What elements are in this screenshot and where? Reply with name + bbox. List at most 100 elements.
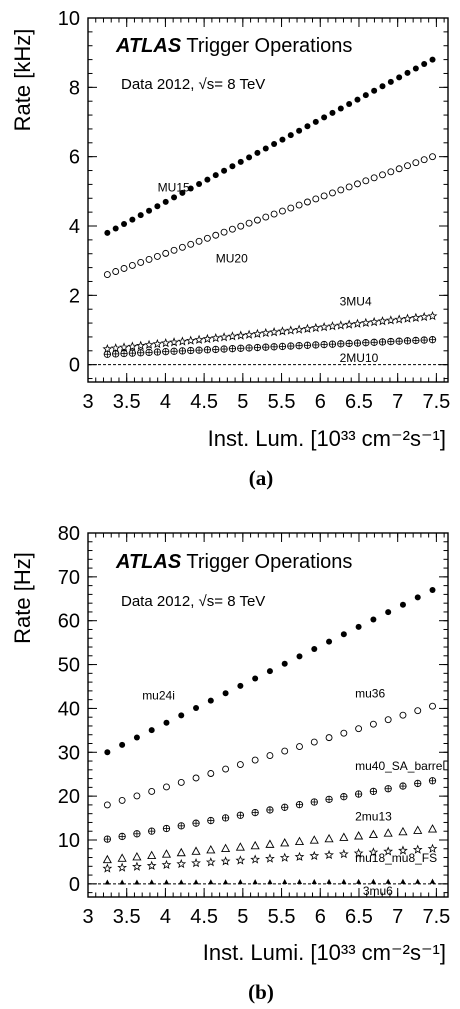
- x-tick-label: 7.5: [422, 906, 450, 928]
- mu36-point-18: [369, 720, 377, 728]
- MU15-point-14: [221, 167, 228, 174]
- 3mu6-point-20: [400, 878, 406, 884]
- 3MU4-point-10: [185, 335, 196, 345]
- mu18_mu8_FS-point-3: [146, 860, 157, 870]
- MU20-point-2: [120, 265, 128, 272]
- series-label-mu40_SA_barrel: mu40_SA_barrel: [355, 759, 445, 773]
- MU20-point-10: [187, 240, 195, 248]
- x-tick-label: 3.5: [113, 906, 141, 928]
- y-tick-label: 80: [58, 523, 80, 545]
- 2MU10-point-27: [328, 340, 337, 348]
- mu18_mu8_FS-point-13: [294, 851, 305, 861]
- mu18_mu8_FS-point-8: [220, 856, 231, 866]
- 3MU4-point-30: [352, 318, 363, 328]
- 3mu6-point-4: [163, 879, 170, 885]
- mu24i-point-15: [326, 638, 333, 645]
- x-axis-label-a: Inst. Lum. [10³³ cm⁻²s⁻¹]: [208, 426, 446, 451]
- 3MU4-point-14: [219, 332, 229, 342]
- y-tick-label: 70: [58, 567, 80, 589]
- series-label-mu18_mu8_FS: mu18_mu8_FS: [355, 851, 437, 865]
- 2mu13-point-14: [309, 835, 319, 844]
- mu18_mu8_FS-point-12: [279, 852, 290, 862]
- y-tick-label: 2: [69, 285, 80, 307]
- 2mu13-point-18: [368, 829, 378, 839]
- x-axis-label-b: Inst. Lumi. [10³³ cm⁻²s⁻¹]: [203, 940, 446, 965]
- mu40_SA_barrel-point-8: [221, 814, 230, 822]
- 2mu13-point-7: [206, 845, 216, 854]
- MU15-point-29: [346, 101, 353, 108]
- y-tick-label: 0: [69, 874, 80, 896]
- 3mu6-point-9: [237, 879, 243, 885]
- mu36-point-14: [310, 738, 318, 746]
- 3MU4-point-38: [419, 311, 430, 322]
- 3mu6-point-6: [193, 879, 199, 885]
- mu18_mu8_FS-point-6: [191, 857, 201, 868]
- MU15-point-4: [137, 212, 144, 219]
- x-tick-label: 7.5: [422, 391, 450, 413]
- MU15-point-15: [229, 163, 236, 170]
- MU20-point-3: [128, 262, 136, 269]
- MU15-point-19: [262, 145, 269, 152]
- MU15-point-23: [296, 127, 303, 134]
- mu36-point-12: [281, 747, 289, 755]
- 2mu13-point-4: [161, 849, 172, 858]
- MU15-point-30: [354, 96, 361, 103]
- mu40_SA_barrel-point-20: [399, 782, 407, 790]
- y-tick-label: 4: [69, 216, 80, 238]
- mu36-point-16: [340, 729, 348, 737]
- MU15-point-20: [271, 141, 278, 148]
- MU15-point-24: [304, 123, 311, 130]
- MU15-point-16: [237, 158, 244, 165]
- MU15-point-25: [312, 118, 319, 125]
- 2MU10-point-22: [287, 342, 295, 350]
- MU20-point-29: [345, 183, 353, 191]
- 3mu6-point-14: [311, 878, 317, 884]
- mu24i-point-10: [252, 675, 259, 682]
- MU20-point-13: [212, 231, 220, 239]
- MU20-point-38: [420, 156, 428, 164]
- mu18_mu8_FS-point-4: [161, 859, 172, 870]
- mu40_SA_barrel-point-11: [266, 806, 274, 814]
- x-tick-label: 3: [82, 391, 93, 413]
- 3MU4-point-9: [177, 336, 188, 346]
- mu36-point-15: [325, 734, 333, 742]
- 3mu6-point-18: [370, 878, 376, 884]
- series-labels-b: mu24i mu36 mu40_SA_barrel 2mu13 mu18_mu8_FS 3…: [142, 686, 445, 897]
- MU15-point-37: [412, 65, 419, 72]
- x-tick-label: 7: [392, 906, 403, 928]
- mu24i-point-18: [370, 616, 377, 623]
- 2MU10-point-34: [387, 337, 395, 346]
- mu18_mu8_FS-point-18: [368, 847, 379, 857]
- mu40_SA_barrel-point-4: [162, 824, 171, 833]
- panel-label-a: (a): [249, 466, 274, 490]
- mu36-point-20: [399, 711, 407, 719]
- MU20-point-8: [170, 246, 178, 254]
- 3mu6-point-19: [385, 878, 391, 884]
- chart-title-a: ATLAS Trigger Operations: [115, 35, 352, 57]
- 3MU4-point-26: [319, 321, 329, 332]
- series-mu18_mu8_FS: [102, 843, 438, 873]
- 3MU4-point-20: [269, 327, 279, 337]
- mu18_mu8_FS-point-16: [338, 849, 349, 859]
- mu18_mu8_FS-point-0: [102, 863, 113, 873]
- mu24i-point-11: [266, 668, 273, 675]
- 2mu13-point-21: [413, 825, 423, 834]
- 2MU10-point-20: [270, 343, 278, 351]
- mu18_mu8_FS-point-20: [398, 845, 408, 855]
- 2mu13-point-12: [280, 838, 290, 847]
- 3MU4-point-6: [152, 338, 163, 349]
- MU20-point-0: [103, 271, 111, 278]
- MU15-point-13: [212, 172, 219, 179]
- 2MU10-point-25: [312, 341, 320, 349]
- mu36-point-13: [296, 743, 303, 751]
- y-tick-label: 50: [58, 655, 80, 677]
- MU15-point-22: [287, 132, 294, 139]
- 2MU10-point-13: [212, 345, 220, 354]
- 3MU4-point-5: [144, 339, 154, 349]
- MU20-point-22: [287, 204, 295, 212]
- mu18_mu8_FS-point-21: [412, 844, 423, 854]
- mu24i-point-17: [355, 623, 362, 630]
- 3mu6-point-17: [356, 878, 362, 884]
- title-rest-a: Trigger Operations: [181, 35, 352, 57]
- 3MU4-point-11: [194, 334, 204, 344]
